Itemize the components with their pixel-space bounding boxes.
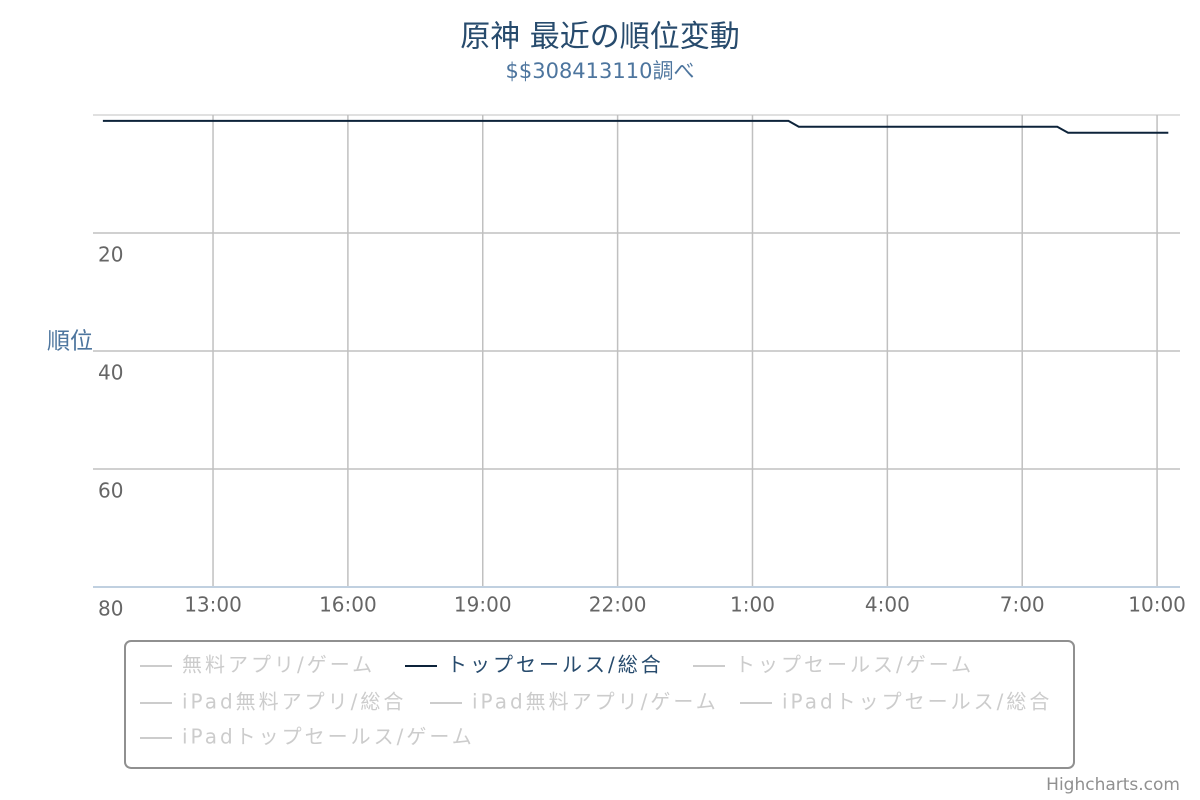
y-tick-label: 20	[98, 243, 123, 267]
y-tick-label: 80	[98, 597, 123, 621]
credits[interactable]: Highcharts.com	[1046, 775, 1180, 795]
legend-item[interactable]: トップセールス/ゲーム	[735, 653, 974, 677]
chart-title: 原神 最近の順位変動	[460, 20, 740, 55]
legend-item[interactable]: トップセールス/総合	[447, 653, 664, 677]
chart-subtitle: $$308413110調べ	[506, 59, 695, 83]
legend-item[interactable]: 無料アプリ/ゲーム	[182, 653, 375, 677]
series-line	[102, 119, 1169, 134]
x-tick-label: 1:00	[730, 593, 775, 617]
legend-item[interactable]: iPadトップセールス/ゲーム	[182, 725, 475, 749]
x-tick-label: 7:00	[1000, 593, 1045, 617]
x-tick-label: 10:00	[1128, 593, 1186, 617]
x-tick-label: 16:00	[319, 593, 377, 617]
legend-item[interactable]: iPad無料アプリ/ゲーム	[472, 690, 719, 714]
legend-item[interactable]: iPad無料アプリ/総合	[182, 690, 406, 714]
y-tick-label: 60	[98, 479, 123, 503]
y-axis-title: 順位	[47, 329, 93, 355]
legend-item[interactable]: iPadトップセールス/総合	[782, 690, 1052, 714]
x-tick-label: 4:00	[865, 593, 910, 617]
x-tick-label: 19:00	[454, 593, 512, 617]
y-tick-label: 40	[98, 361, 123, 385]
legend-box	[124, 640, 1075, 769]
x-tick-label: 22:00	[589, 593, 647, 617]
x-tick-label: 13:00	[184, 593, 242, 617]
